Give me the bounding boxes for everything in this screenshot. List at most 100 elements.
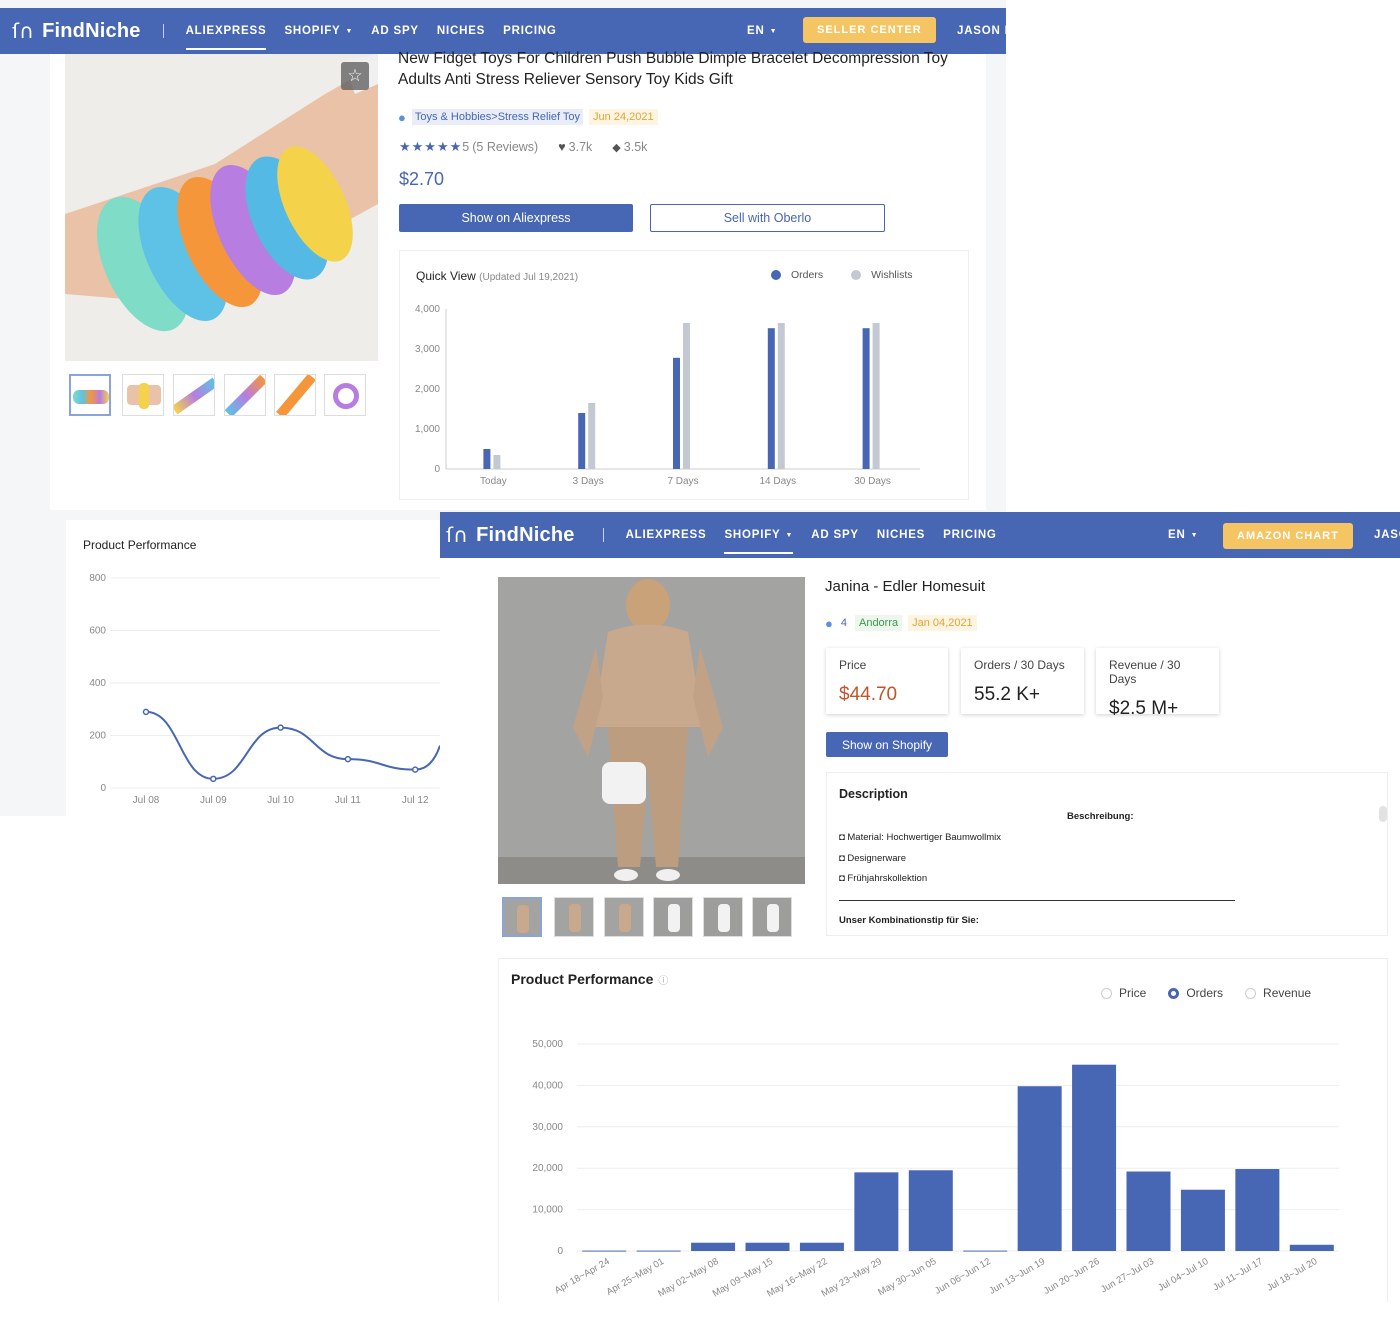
x-tick-label: 14 Days — [759, 476, 796, 487]
reviews-count[interactable]: (5 Reviews) — [472, 140, 539, 154]
chart-legend: Orders Wishlists — [771, 269, 913, 281]
nav-aliexpress[interactable]: ALIEXPRESS — [185, 25, 267, 50]
quick-view-chart: 0 1,000 2,000 3,000 4,000 Today 3 Days 7 Days 14… — [415, 304, 920, 487]
nav-ad-spy[interactable]: AD SPY — [811, 529, 859, 541]
favorite-star-icon[interactable]: ☆ — [341, 62, 369, 90]
radio-orders[interactable]: Orders — [1168, 986, 1223, 1000]
country-tag: Andorra — [854, 615, 903, 631]
bar-orders — [636, 1250, 681, 1252]
thumbnail[interactable] — [324, 374, 366, 416]
description-sub: Beschreibung: — [1067, 811, 1134, 822]
x-tick-label: Jul 08 — [133, 795, 160, 806]
nav-pricing[interactable]: PRICING — [503, 25, 557, 37]
product-title: New Fidget Toys For Children Push Bubble… — [398, 50, 948, 88]
bar-wishlists — [683, 323, 690, 469]
legend-orders[interactable]: Orders — [791, 269, 824, 281]
bar-orders — [799, 1242, 844, 1251]
radio-price[interactable]: Price — [1101, 986, 1146, 1000]
homesuit-photo — [498, 577, 805, 884]
thumbnail[interactable] — [502, 897, 542, 937]
thumbnail[interactable] — [604, 897, 644, 937]
y-tick-label: 4,000 — [415, 304, 440, 315]
nav-niches[interactable]: NICHES — [437, 25, 485, 37]
help-icon[interactable]: ⓘ — [658, 975, 669, 987]
nav-label: AD SPY — [811, 529, 859, 541]
findniche-logo-icon: ſ∩ — [12, 19, 35, 43]
bar-wishlists — [872, 323, 880, 469]
y-tick-label: 400 — [89, 678, 106, 689]
description-scrollbar[interactable] — [1379, 806, 1387, 822]
nav-label: ALIEXPRESS — [625, 529, 707, 541]
thumbnail[interactable] — [274, 374, 316, 416]
caret-down-icon: ▼ — [769, 27, 778, 35]
seller-center-button[interactable]: SELLER CENTER — [803, 17, 936, 43]
price-stat-card: Price $44.70 — [826, 648, 948, 714]
user-menu[interactable]: JASO — [1374, 529, 1400, 541]
nav-shopify[interactable]: SHOPIFY ▼ — [724, 529, 794, 554]
amazon-chart-button[interactable]: AMAZON CHART — [1223, 523, 1353, 549]
y-tick-label: 200 — [89, 731, 106, 742]
radio-dot — [1168, 987, 1180, 999]
checkbox-icon: ◘ — [839, 853, 848, 864]
series-line — [145, 710, 440, 780]
date-tag: Jun 24,2021 — [589, 109, 658, 125]
bar-orders — [963, 1250, 1008, 1252]
nav-shopify[interactable]: SHOPIFY ▼ — [284, 25, 353, 37]
caret-down-icon: ▼ — [345, 27, 354, 35]
nav-label: NICHES — [436, 25, 486, 37]
logo[interactable]: ſ∩ FindNiche — [12, 19, 141, 43]
quick-view-label: Quick View — [416, 269, 476, 283]
x-tick-label: Jun 27~Jul 03 — [1099, 1256, 1156, 1295]
bar-orders — [1289, 1244, 1334, 1251]
thumbnail[interactable] — [752, 897, 792, 937]
thumbnail[interactable] — [173, 374, 215, 416]
thumbnail[interactable] — [69, 374, 111, 416]
user-name: JASON K — [957, 25, 1006, 37]
sell-with-oberlo-button[interactable]: Sell with Oberlo — [650, 204, 885, 232]
nav-divider — [162, 24, 164, 38]
divider — [839, 900, 1235, 901]
meta-row: ● 4 Andorra Jan 04,2021 — [825, 615, 977, 631]
radio-revenue[interactable]: Revenue — [1245, 986, 1311, 1000]
y-tick-label: 50,000 — [532, 1039, 563, 1050]
bar-orders — [745, 1242, 790, 1251]
language-select[interactable]: EN ▼ — [1168, 529, 1198, 541]
performance-title: Product Performance — [83, 538, 197, 552]
x-tick-label: May 09~May 15 — [711, 1256, 775, 1299]
x-tick-label: Jul 12 — [402, 795, 429, 806]
product-main-image[interactable] — [65, 54, 378, 361]
nav-pricing[interactable]: PRICING — [943, 529, 997, 541]
x-tick-label: 3 Days — [573, 476, 604, 487]
legend-wishlists[interactable]: Wishlists — [871, 269, 913, 281]
show-on-shopify-button[interactable]: Show on Shopify — [826, 732, 948, 757]
product-main-image[interactable] — [498, 577, 805, 884]
thumbnail[interactable] — [224, 374, 266, 416]
checkbox-icon: ◘ — [839, 832, 848, 843]
nav-label: NICHES — [876, 529, 926, 541]
language-select[interactable]: EN ▼ — [747, 25, 777, 37]
thumbnail[interactable] — [653, 897, 693, 937]
bar-orders — [582, 1250, 627, 1252]
x-tick-label: 7 Days — [667, 476, 698, 487]
user-menu[interactable]: JASON K — [957, 25, 1006, 37]
thumbnail[interactable] — [703, 897, 743, 937]
thumbnail[interactable] — [554, 897, 594, 937]
nav-ad-spy[interactable]: AD SPY — [371, 25, 419, 37]
category-tag[interactable]: Toys & Hobbies>Stress Relief Toy — [411, 109, 584, 125]
nav-aliexpress[interactable]: ALIEXPRESS — [626, 529, 707, 541]
logo[interactable]: ſ∩ FindNiche — [446, 523, 575, 547]
x-tick-label: Jul 04~Jul 10 — [1156, 1256, 1210, 1294]
radio-label: Orders — [1186, 986, 1224, 1000]
show-on-aliexpress-button[interactable]: Show on Aliexpress — [399, 204, 633, 232]
thumbnail[interactable] — [122, 374, 164, 416]
revenue-label: Revenue / 30 Days — [1109, 658, 1181, 686]
performance-title: Product Performance — [511, 971, 654, 987]
bar-orders — [1072, 1064, 1117, 1251]
bar-orders — [854, 1172, 899, 1251]
x-tick-label: Jul 11 — [335, 795, 361, 806]
bar-orders — [767, 328, 775, 469]
nav-niches[interactable]: NICHES — [877, 529, 925, 541]
combination-tip: Unser Kombinationstip für Sie: — [839, 915, 979, 926]
y-tick-label: 0 — [557, 1246, 563, 1257]
bar-orders — [691, 1242, 736, 1251]
